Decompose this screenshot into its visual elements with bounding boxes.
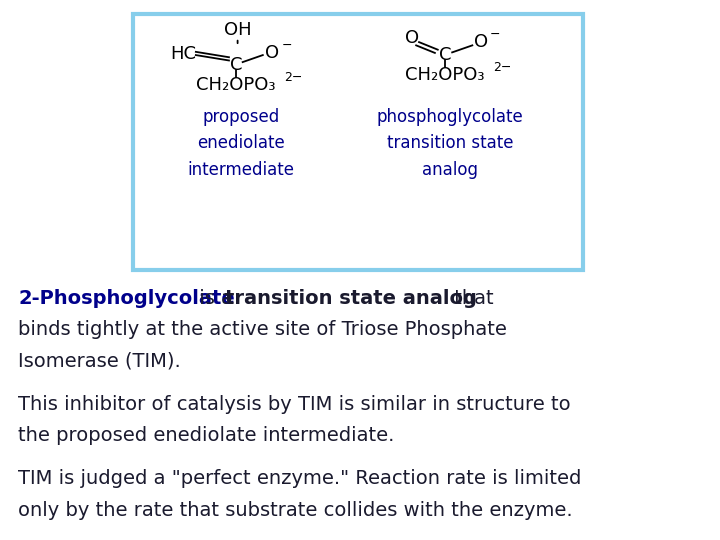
Text: is a: is a [193,289,239,308]
Text: transition state analog: transition state analog [225,289,477,308]
Text: C: C [230,56,243,74]
Text: 2−: 2− [284,71,303,84]
Text: Isomerase (TIM).: Isomerase (TIM). [18,352,181,370]
Text: only by the rate that substrate collides with the enzyme.: only by the rate that substrate collides… [18,501,572,519]
Text: 2-Phosphoglycolate: 2-Phosphoglycolate [18,289,235,308]
Text: O: O [474,33,488,51]
Text: proposed
enediolate
intermediate: proposed enediolate intermediate [188,108,294,179]
Text: CH₂OPO₃: CH₂OPO₃ [197,76,276,94]
Text: −: − [282,39,292,52]
Text: OH: OH [224,21,251,39]
Text: −: − [490,28,500,41]
Text: This inhibitor of catalysis by TIM is similar in structure to: This inhibitor of catalysis by TIM is si… [18,395,571,414]
Text: O: O [405,29,419,47]
Text: C: C [438,46,451,64]
Text: binds tightly at the active site of Triose Phosphate: binds tightly at the active site of Trio… [18,320,507,339]
FancyBboxPatch shape [133,14,583,270]
Text: phosphoglycolate
transition state
analog: phosphoglycolate transition state analog [377,108,523,179]
Text: CH₂OPO₃: CH₂OPO₃ [405,66,485,84]
Text: HC: HC [171,45,197,63]
Text: 2−: 2− [493,61,512,74]
Text: the proposed enediolate intermediate.: the proposed enediolate intermediate. [18,426,395,445]
Text: O: O [265,44,279,62]
Text: that: that [448,289,493,308]
Text: TIM is judged a "perfect enzyme." Reaction rate is limited: TIM is judged a "perfect enzyme." Reacti… [18,469,581,488]
